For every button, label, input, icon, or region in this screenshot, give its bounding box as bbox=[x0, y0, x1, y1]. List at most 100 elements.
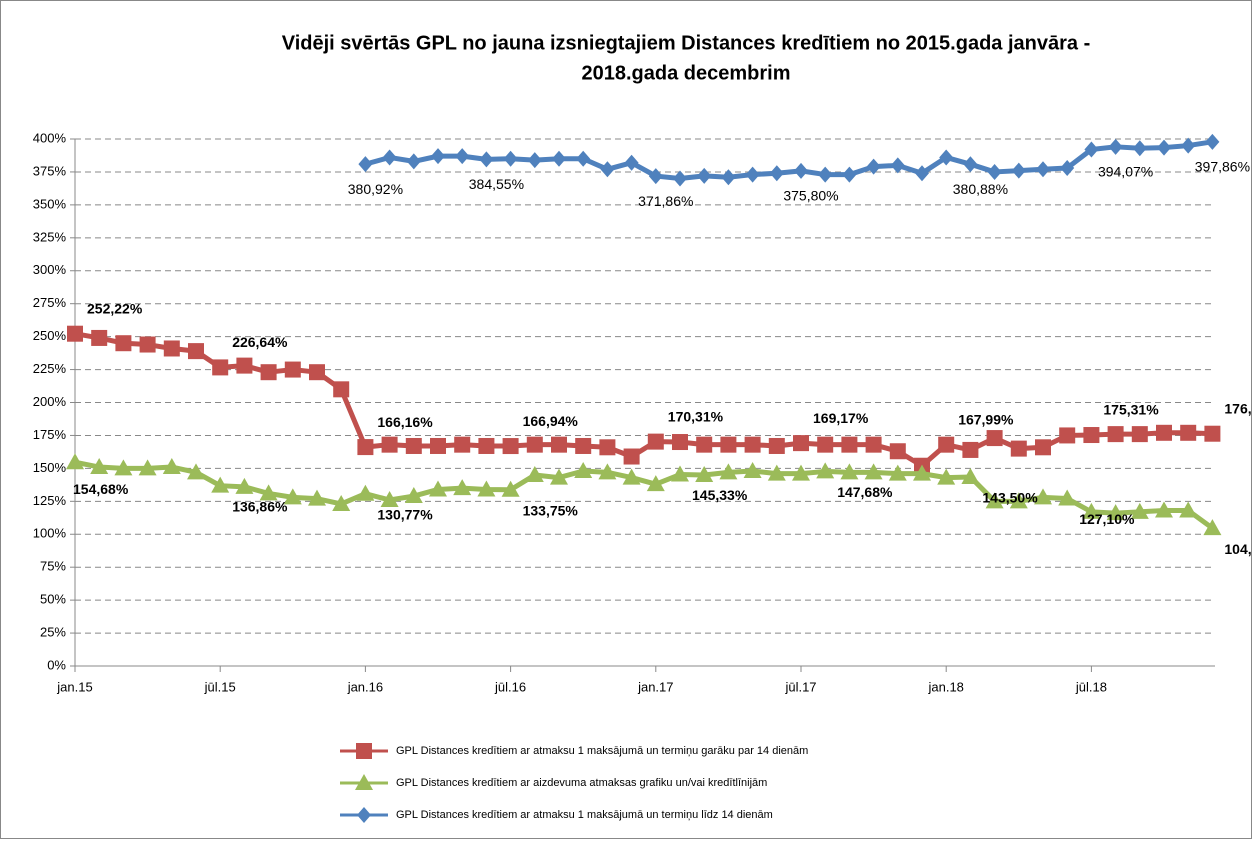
y-tick-label: 0% bbox=[47, 657, 66, 672]
marker bbox=[648, 168, 663, 185]
data-label: 384,55% bbox=[469, 176, 524, 192]
marker bbox=[915, 165, 929, 182]
marker bbox=[332, 494, 351, 511]
marker bbox=[963, 156, 978, 173]
marker bbox=[1059, 427, 1076, 444]
marker bbox=[794, 162, 808, 179]
marker bbox=[259, 484, 278, 501]
y-tick-label: 75% bbox=[40, 559, 66, 574]
marker bbox=[309, 364, 325, 381]
x-tick-label: jan.15 bbox=[56, 679, 92, 694]
marker bbox=[1181, 137, 1196, 154]
marker bbox=[1180, 424, 1197, 441]
y-tick-label: 25% bbox=[40, 625, 66, 640]
marker bbox=[767, 464, 786, 481]
legend-label: GPL Distances kredītiem ar atmaksu 1 mak… bbox=[396, 809, 773, 821]
marker bbox=[1082, 502, 1101, 519]
marker bbox=[818, 166, 833, 183]
marker bbox=[598, 463, 617, 480]
marker bbox=[744, 436, 761, 453]
marker bbox=[1010, 440, 1027, 457]
marker bbox=[864, 463, 883, 480]
marker bbox=[90, 458, 109, 475]
y-tick-label: 400% bbox=[33, 130, 67, 145]
marker bbox=[866, 158, 881, 175]
marker bbox=[550, 468, 568, 485]
marker bbox=[913, 464, 931, 481]
marker bbox=[768, 437, 785, 454]
marker bbox=[696, 436, 713, 453]
y-tick-label: 275% bbox=[33, 295, 67, 310]
x-tick-label: jan.17 bbox=[637, 679, 673, 694]
marker bbox=[1156, 424, 1172, 441]
marker bbox=[890, 157, 905, 174]
marker bbox=[840, 463, 859, 480]
x-tick-label: jan.16 bbox=[347, 679, 383, 694]
marker bbox=[188, 343, 204, 360]
marker bbox=[405, 437, 422, 454]
data-label: 104,64% bbox=[1224, 541, 1252, 557]
legend-label: GPL Distances kredītiem ar atmaksu 1 mak… bbox=[396, 745, 808, 757]
marker bbox=[235, 477, 254, 494]
marker bbox=[986, 430, 1003, 447]
marker bbox=[382, 149, 397, 166]
marker bbox=[987, 163, 1002, 180]
marker bbox=[939, 149, 954, 166]
y-tick-label: 325% bbox=[33, 229, 67, 244]
marker bbox=[695, 465, 714, 482]
marker bbox=[962, 441, 979, 458]
marker bbox=[1205, 133, 1220, 150]
marker bbox=[138, 459, 157, 476]
y-tick-label: 250% bbox=[33, 328, 67, 343]
marker bbox=[719, 463, 738, 480]
marker bbox=[1035, 439, 1051, 456]
marker bbox=[430, 437, 446, 454]
data-label: 371,86% bbox=[638, 193, 693, 209]
data-label: 380,88% bbox=[953, 181, 1008, 197]
data-label: 226,64% bbox=[232, 334, 288, 350]
marker bbox=[455, 148, 470, 165]
marker bbox=[356, 743, 372, 759]
data-label: 127,10% bbox=[1079, 511, 1135, 527]
marker bbox=[355, 774, 373, 790]
y-tick-label: 200% bbox=[33, 394, 67, 409]
marker bbox=[66, 453, 84, 470]
marker bbox=[115, 335, 132, 352]
marker bbox=[380, 490, 399, 507]
marker bbox=[599, 439, 616, 456]
data-label: 143,50% bbox=[982, 490, 1038, 506]
data-label: 133,75% bbox=[523, 502, 579, 518]
marker bbox=[865, 436, 882, 453]
marker bbox=[431, 148, 445, 165]
marker bbox=[673, 170, 687, 187]
data-label: 130,77% bbox=[377, 506, 433, 522]
x-tick-label: jūl.18 bbox=[1075, 679, 1107, 694]
marker bbox=[479, 151, 494, 168]
marker bbox=[284, 361, 301, 378]
data-label: 136,86% bbox=[232, 498, 288, 514]
marker bbox=[357, 807, 371, 823]
marker bbox=[162, 458, 181, 475]
marker bbox=[1179, 501, 1198, 518]
legend-label: GPL Distances kredītiem ar aizdevuma atm… bbox=[396, 777, 767, 789]
marker bbox=[526, 436, 543, 453]
chart-title: 2018.gada decembrim bbox=[582, 62, 791, 84]
marker bbox=[163, 340, 180, 357]
marker bbox=[769, 165, 784, 182]
marker bbox=[623, 448, 640, 465]
marker bbox=[454, 436, 471, 453]
marker bbox=[453, 479, 472, 496]
marker bbox=[1157, 139, 1171, 156]
marker bbox=[1203, 519, 1222, 536]
marker bbox=[114, 459, 133, 476]
marker bbox=[1155, 501, 1173, 518]
data-label: 166,94% bbox=[523, 413, 579, 429]
y-tick-label: 225% bbox=[33, 361, 67, 376]
marker bbox=[1132, 140, 1147, 157]
marker bbox=[646, 475, 665, 492]
marker bbox=[793, 435, 809, 452]
marker bbox=[1083, 427, 1100, 444]
x-tick-label: jūl.16 bbox=[494, 679, 526, 694]
marker bbox=[211, 476, 230, 493]
